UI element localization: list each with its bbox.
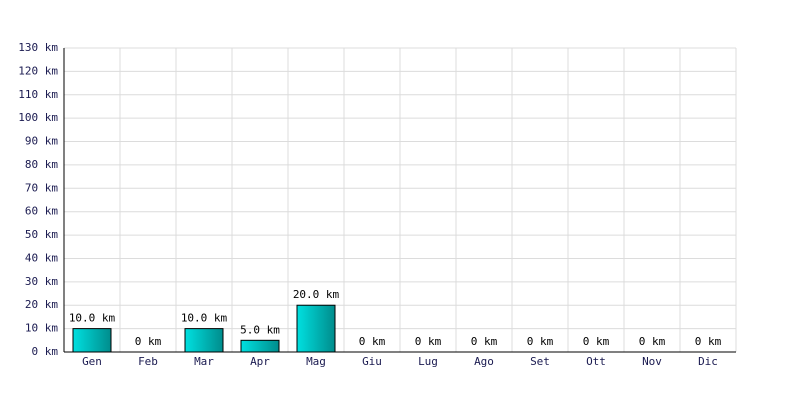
bar bbox=[296, 304, 336, 353]
y-tick-label: 30 km bbox=[25, 275, 58, 288]
x-tick-label: Lug bbox=[418, 355, 438, 368]
x-tick-label: Set bbox=[530, 355, 550, 368]
y-tick-label: 40 km bbox=[25, 251, 58, 264]
value-label: 0 km bbox=[359, 335, 386, 348]
value-label: 0 km bbox=[471, 335, 498, 348]
x-tick-label: Giu bbox=[362, 355, 382, 368]
value-label: 5.0 km bbox=[240, 323, 280, 336]
x-tick-label: Apr bbox=[250, 355, 270, 368]
x-tick-label: Feb bbox=[138, 355, 158, 368]
value-label: 20.0 km bbox=[293, 288, 340, 301]
y-tick-label: 120 km bbox=[18, 64, 58, 77]
value-label: 0 km bbox=[527, 335, 554, 348]
x-tick-label: Ott bbox=[586, 355, 606, 368]
y-tick-label: 100 km bbox=[18, 111, 58, 124]
bar bbox=[240, 339, 280, 353]
y-tick-label: 0 km bbox=[32, 345, 59, 358]
x-tick-label: Nov bbox=[642, 355, 662, 368]
value-label: 10.0 km bbox=[69, 312, 116, 325]
y-tick-label: 50 km bbox=[25, 228, 58, 241]
x-tick-label: Dic bbox=[698, 355, 718, 368]
value-label: 0 km bbox=[583, 335, 610, 348]
y-tick-label: 20 km bbox=[25, 298, 58, 311]
y-tick-label: 130 km bbox=[18, 41, 58, 54]
y-tick-label: 60 km bbox=[25, 205, 58, 218]
x-tick-label: Ago bbox=[474, 355, 494, 368]
value-label: 0 km bbox=[639, 335, 666, 348]
x-tick-label: Mag bbox=[306, 355, 326, 368]
bar bbox=[184, 328, 224, 353]
y-tick-label: 80 km bbox=[25, 158, 58, 171]
y-tick-label: 110 km bbox=[18, 88, 58, 101]
value-label: 0 km bbox=[135, 335, 162, 348]
bar bbox=[72, 328, 112, 353]
x-tick-label: Mar bbox=[194, 355, 214, 368]
y-tick-label: 90 km bbox=[25, 135, 58, 148]
x-tick-label: Gen bbox=[82, 355, 102, 368]
y-tick-label: 70 km bbox=[25, 181, 58, 194]
value-label: 10.0 km bbox=[181, 312, 228, 325]
y-tick-label: 10 km bbox=[25, 322, 58, 335]
value-label: 0 km bbox=[415, 335, 442, 348]
value-label: 0 km bbox=[695, 335, 722, 348]
